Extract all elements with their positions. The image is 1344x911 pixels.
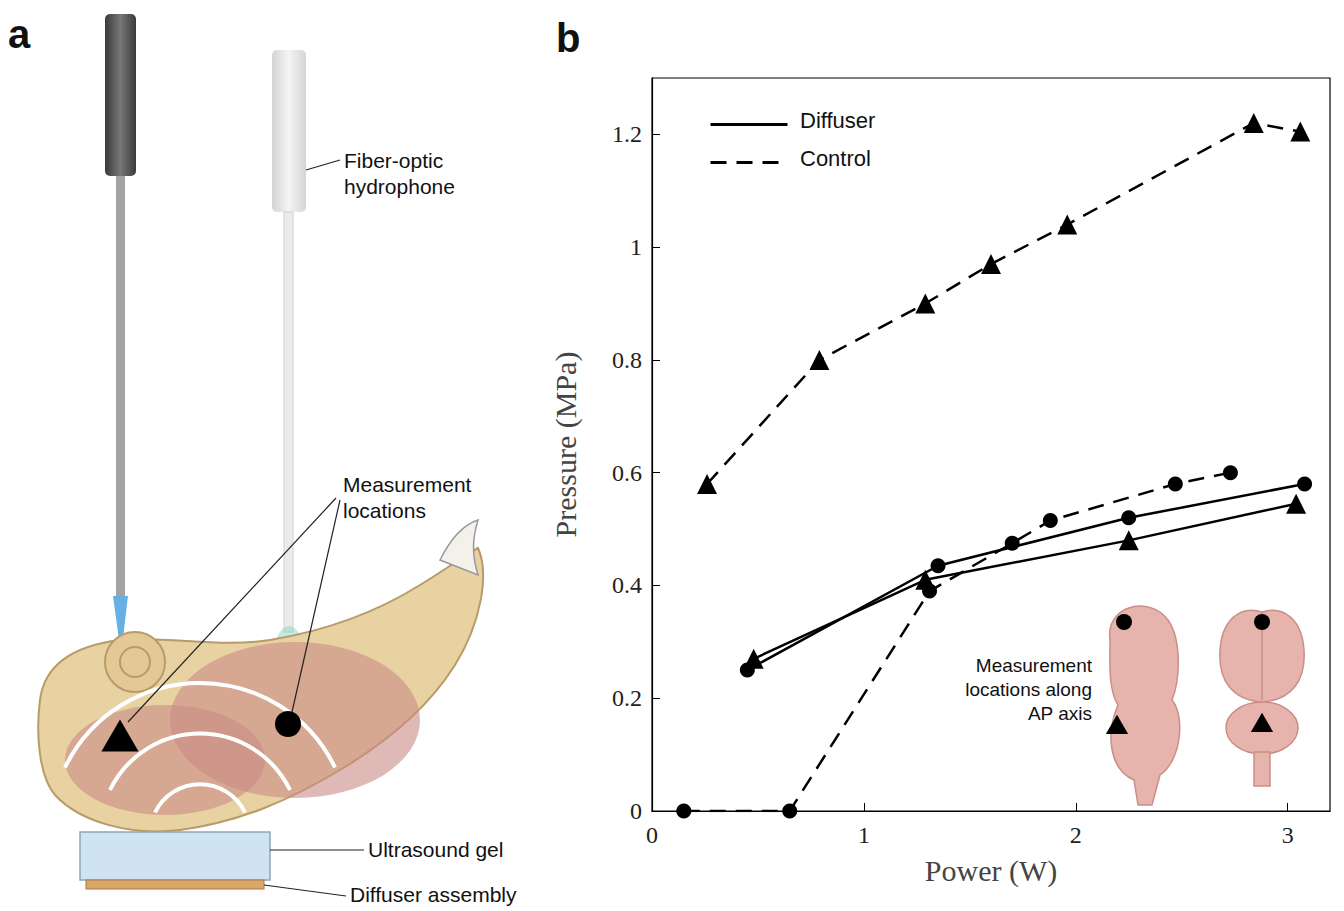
svg-text:Ultrasound gel: Ultrasound gel xyxy=(368,838,503,861)
svg-text:Measurement: Measurement xyxy=(343,473,472,496)
svg-text:2: 2 xyxy=(1070,822,1082,848)
svg-text:0.4: 0.4 xyxy=(612,572,642,598)
svg-text:b: b xyxy=(556,16,580,60)
svg-text:0: 0 xyxy=(646,822,658,848)
svg-text:hydrophone: hydrophone xyxy=(344,175,455,198)
svg-text:Diffuser assembly: Diffuser assembly xyxy=(350,883,517,906)
svg-text:AP axis: AP axis xyxy=(1028,703,1092,724)
svg-text:1: 1 xyxy=(858,822,870,848)
svg-text:0.8: 0.8 xyxy=(612,347,642,373)
svg-text:a: a xyxy=(8,12,31,56)
svg-text:Measurement: Measurement xyxy=(976,655,1093,676)
svg-text:0: 0 xyxy=(630,798,642,824)
svg-text:1.2: 1.2 xyxy=(612,121,642,147)
svg-text:Pressure (MPa): Pressure (MPa) xyxy=(549,352,583,538)
svg-text:locations: locations xyxy=(343,499,426,522)
svg-text:3: 3 xyxy=(1282,822,1294,848)
svg-text:Diffuser: Diffuser xyxy=(800,108,875,133)
svg-text:1: 1 xyxy=(630,234,642,260)
svg-text:locations along: locations along xyxy=(965,679,1092,700)
svg-text:0.6: 0.6 xyxy=(612,460,642,486)
svg-text:Fiber-optic: Fiber-optic xyxy=(344,149,443,172)
svg-text:Control: Control xyxy=(800,146,871,171)
svg-text:Power (W): Power (W) xyxy=(925,854,1057,888)
svg-text:0.2: 0.2 xyxy=(612,685,642,711)
